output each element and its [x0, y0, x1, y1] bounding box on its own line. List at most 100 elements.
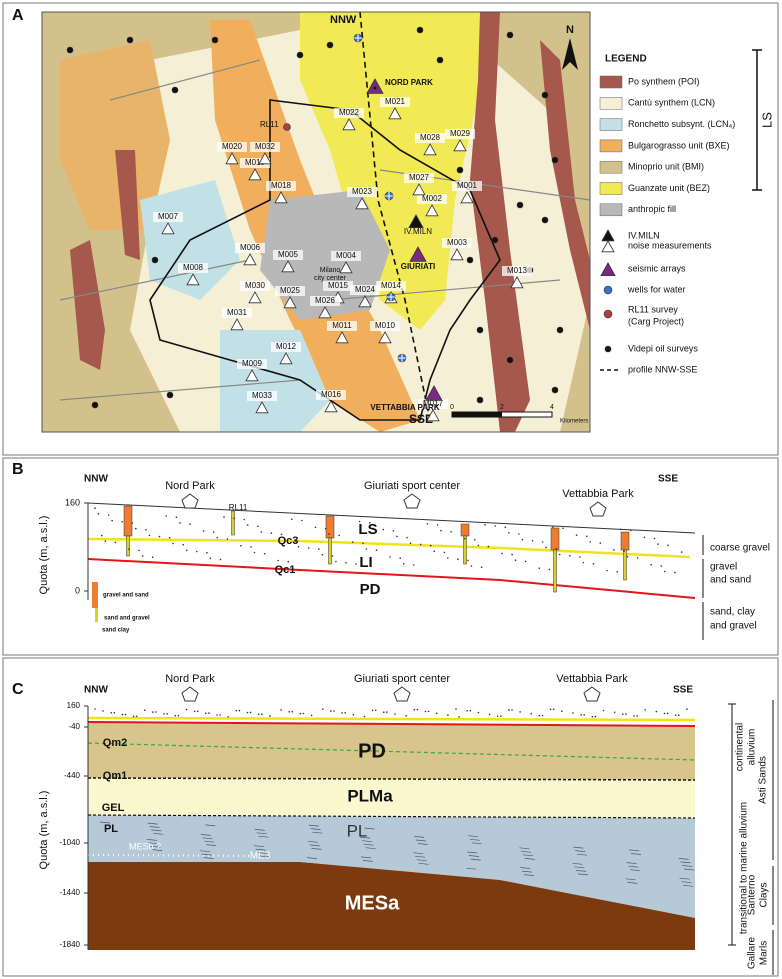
site-label: VETTABBIA PARK [370, 403, 439, 412]
gravel-dot [680, 551, 683, 553]
qm1-surface [87, 777, 696, 781]
station-label-bg [316, 390, 346, 400]
gravel-dot [591, 715, 594, 718]
triangle-symbol [274, 191, 288, 204]
gravel-dot [158, 535, 161, 538]
gravel-dot [113, 711, 116, 714]
gravel-dot [494, 525, 497, 527]
section-end: NNW [84, 685, 108, 696]
station-label-bg [237, 359, 267, 369]
clay-dash [147, 822, 158, 825]
dot-symbol [211, 36, 219, 44]
gravel-dot [650, 563, 652, 566]
well-cross [385, 192, 393, 200]
lithology-label: and gravel [710, 621, 757, 632]
gravel-dot [114, 541, 117, 544]
gravel-dot [294, 540, 296, 542]
formation-label: Marls [759, 941, 770, 965]
dot-symbol [126, 36, 134, 44]
gravel-dot [545, 546, 547, 549]
gravel-dot [630, 529, 632, 532]
gravel-dot [674, 571, 676, 574]
station-label: M029 [450, 129, 471, 138]
gravel-dot [409, 542, 412, 544]
gravel-dot [594, 715, 597, 718]
gravel-dot [602, 709, 605, 712]
well-legend-sand [95, 608, 98, 622]
gel-surface [87, 814, 696, 819]
triangle-symbol [358, 295, 372, 308]
dot-symbol [551, 156, 559, 164]
gravel-dot [322, 708, 324, 710]
gravel-dot [394, 713, 396, 715]
ronchetto-subsynthem-south [220, 330, 330, 432]
clay-dash [205, 824, 216, 827]
triangle-symbol [225, 152, 239, 165]
gravel-dot [664, 570, 666, 573]
clay-dash [415, 839, 426, 842]
municipal-boundary [149, 99, 501, 421]
horizon-label: Qm1 [103, 770, 127, 782]
clay-dash [680, 861, 691, 864]
gravel-dot [613, 711, 616, 714]
mesa-layer [88, 862, 695, 950]
gravel-dot [321, 553, 324, 556]
station-label-bg [452, 181, 482, 191]
gravel-dot [474, 539, 476, 541]
triangle-symbol [318, 306, 332, 319]
north-label: N [566, 24, 574, 36]
triangle-symbol [423, 143, 437, 156]
surface-label: Qc3 [278, 535, 299, 547]
gravel-dot [141, 555, 144, 557]
gravel-dot [457, 558, 459, 560]
station-label: M003 [447, 238, 468, 247]
gravel-dot [488, 713, 491, 716]
legend-label: Guanzate unit (BEZ) [628, 183, 710, 193]
gravel-dot [358, 520, 361, 523]
gravel-dot [223, 516, 225, 518]
station-label: M017 [423, 399, 444, 408]
gravel-dot [269, 715, 271, 717]
clay-dash [625, 878, 636, 881]
clay-dash [413, 852, 424, 855]
gravel-dot [382, 528, 385, 531]
gravel-dot [209, 557, 212, 560]
y-tick-label: 0 [75, 585, 80, 595]
gravel-dot [144, 709, 146, 711]
station-label-bg [275, 286, 305, 296]
site-pentagon [589, 501, 607, 517]
clay-dash [468, 855, 480, 857]
triangle-symbol [408, 214, 424, 229]
well-legend-label: sand and gravel [104, 616, 150, 622]
gravel-dot [371, 709, 374, 712]
gravel-dot [657, 543, 659, 545]
gravel-dot [189, 523, 191, 525]
gravel-dot [678, 714, 680, 716]
panel-letter: C [12, 681, 24, 698]
gravel-dot [555, 548, 557, 550]
dot-symbol [541, 216, 549, 224]
station-label-bg [445, 129, 475, 139]
dot-symbol [466, 256, 474, 264]
gravel-dot [558, 553, 561, 556]
clay-dash [574, 866, 585, 869]
clay-dash [362, 860, 373, 862]
gravel-dot [443, 551, 446, 554]
gravel-dot [243, 518, 245, 521]
clay-dash [683, 884, 694, 887]
site-label: RL11 [229, 503, 248, 512]
gravel-dot [185, 708, 188, 711]
gravel-dot [626, 555, 629, 558]
section-b-axis [84, 502, 89, 600]
gravel-dot [541, 541, 544, 543]
station-label-bg [266, 181, 296, 191]
gravel-dot [202, 530, 205, 532]
site-label: Nord Park [165, 673, 215, 685]
borehole-sand [463, 535, 467, 565]
station-label: M022 [339, 108, 360, 117]
gravel-dot [530, 712, 533, 715]
clay-dash [468, 835, 479, 838]
clay-dash [202, 837, 213, 840]
clay-dash [365, 847, 376, 850]
lithology-label: sand, clay [710, 607, 755, 618]
